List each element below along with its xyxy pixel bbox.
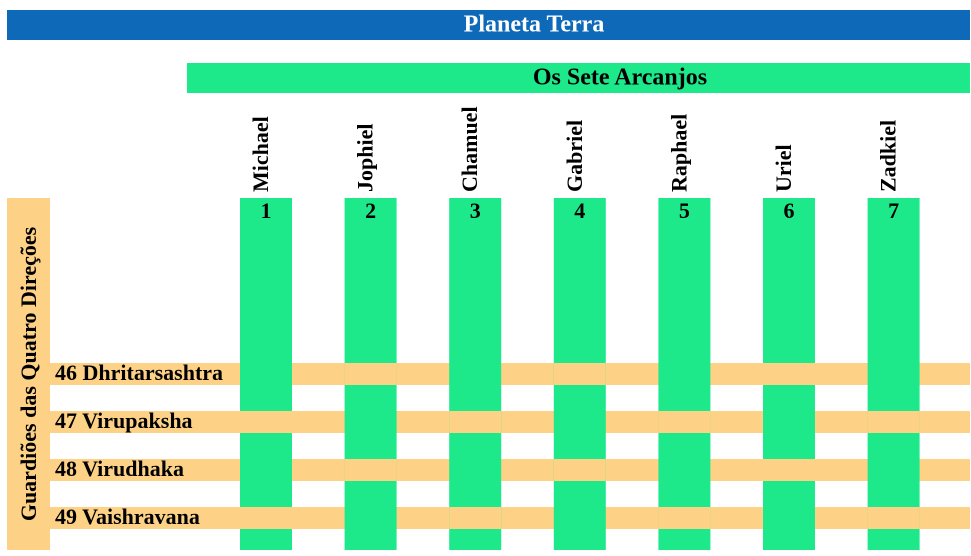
angel-number: 2 <box>365 198 376 223</box>
guardioes-title: Guardiões das Quatro Direções <box>16 226 41 521</box>
weave-over <box>867 507 920 529</box>
angel-name: Zadkiel <box>876 120 901 192</box>
guardian-label-bg <box>50 459 189 481</box>
weave-over <box>449 411 502 433</box>
angel-name: Michael <box>248 116 273 192</box>
guardian-label: 46 Dhritarsashtra <box>55 360 223 385</box>
weave-over <box>553 363 606 385</box>
header-bar <box>7 10 970 40</box>
angel-number: 3 <box>470 198 481 223</box>
weave-over <box>763 459 815 481</box>
header-title: Planeta Terra <box>464 12 605 38</box>
weave-over <box>553 459 606 481</box>
angel-number: 5 <box>679 198 690 223</box>
weave-over <box>344 459 397 481</box>
angel-name: Jophiel <box>353 124 378 192</box>
angel-column <box>658 198 711 550</box>
guardioes-bar <box>7 198 50 550</box>
guardian-label: 48 Virudhaka <box>55 456 184 481</box>
arcanjos-bar <box>187 63 970 93</box>
weave-over <box>763 363 815 385</box>
angel-name: Chamuel <box>457 106 482 192</box>
angel-name: Gabriel <box>562 120 587 192</box>
angel-name: Raphael <box>666 114 691 192</box>
angel-number: 6 <box>784 198 795 223</box>
weave-over <box>867 411 920 433</box>
angel-column <box>867 198 920 550</box>
guardian-label: 49 Vaishravana <box>55 504 200 529</box>
arcanjos-title: Os Sete Arcanjos <box>533 65 707 91</box>
guardian-label-bg <box>50 363 229 385</box>
angel-column <box>240 198 292 550</box>
weave-over <box>240 411 292 433</box>
weave-over <box>658 411 711 433</box>
angel-column <box>449 198 502 550</box>
weave-over <box>240 507 292 529</box>
angel-number: 4 <box>574 198 585 223</box>
angel-number: 1 <box>261 198 272 223</box>
guardian-label: 47 Virupaksha <box>55 408 193 433</box>
angel-number: 7 <box>888 198 899 223</box>
weave-over <box>344 363 397 385</box>
weave-over <box>449 507 502 529</box>
angel-name: Uriel <box>771 144 796 192</box>
weave-over <box>658 507 711 529</box>
